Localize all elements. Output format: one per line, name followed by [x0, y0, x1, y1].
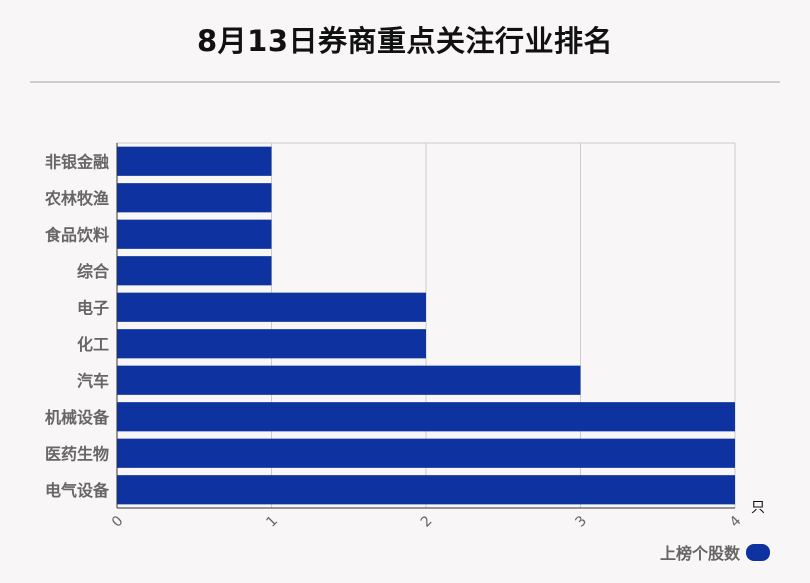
bar[interactable]	[117, 256, 272, 286]
bar[interactable]	[117, 329, 426, 359]
category-label: 化工	[77, 335, 109, 354]
category-label: 食品饮料	[44, 225, 109, 244]
category-label: 电气设备	[45, 481, 110, 500]
category-label: 农林牧渔	[44, 189, 109, 208]
x-tick-label: 4	[727, 513, 745, 531]
chart-title: 8月13日券商重点关注行业排名	[196, 24, 614, 58]
x-tick-label: 3	[572, 513, 590, 531]
category-label: 机械设备	[45, 408, 110, 427]
x-tick-label: 0	[109, 513, 127, 531]
bar[interactable]	[117, 146, 272, 176]
bar[interactable]	[117, 219, 272, 249]
title-divider	[30, 81, 780, 83]
bar[interactable]	[117, 475, 735, 505]
bar[interactable]	[117, 183, 272, 213]
bar[interactable]	[117, 438, 735, 468]
category-label: 医药生物	[45, 444, 109, 463]
bar[interactable]	[117, 402, 735, 432]
x-tick-label: 1	[263, 513, 281, 531]
x-tick-label: 2	[418, 513, 436, 531]
category-label: 非银金融	[45, 152, 109, 171]
category-label: 电子	[77, 298, 109, 317]
legend-swatch[interactable]	[746, 543, 770, 561]
bar[interactable]	[117, 365, 581, 395]
legend-label: 上榜个股数	[659, 544, 740, 563]
legend[interactable]: 上榜个股数	[660, 540, 770, 564]
category-label: 综合	[77, 262, 110, 281]
bar[interactable]	[117, 292, 426, 322]
category-label: 汽车	[77, 371, 109, 390]
x-unit-label: 只	[751, 500, 765, 516]
